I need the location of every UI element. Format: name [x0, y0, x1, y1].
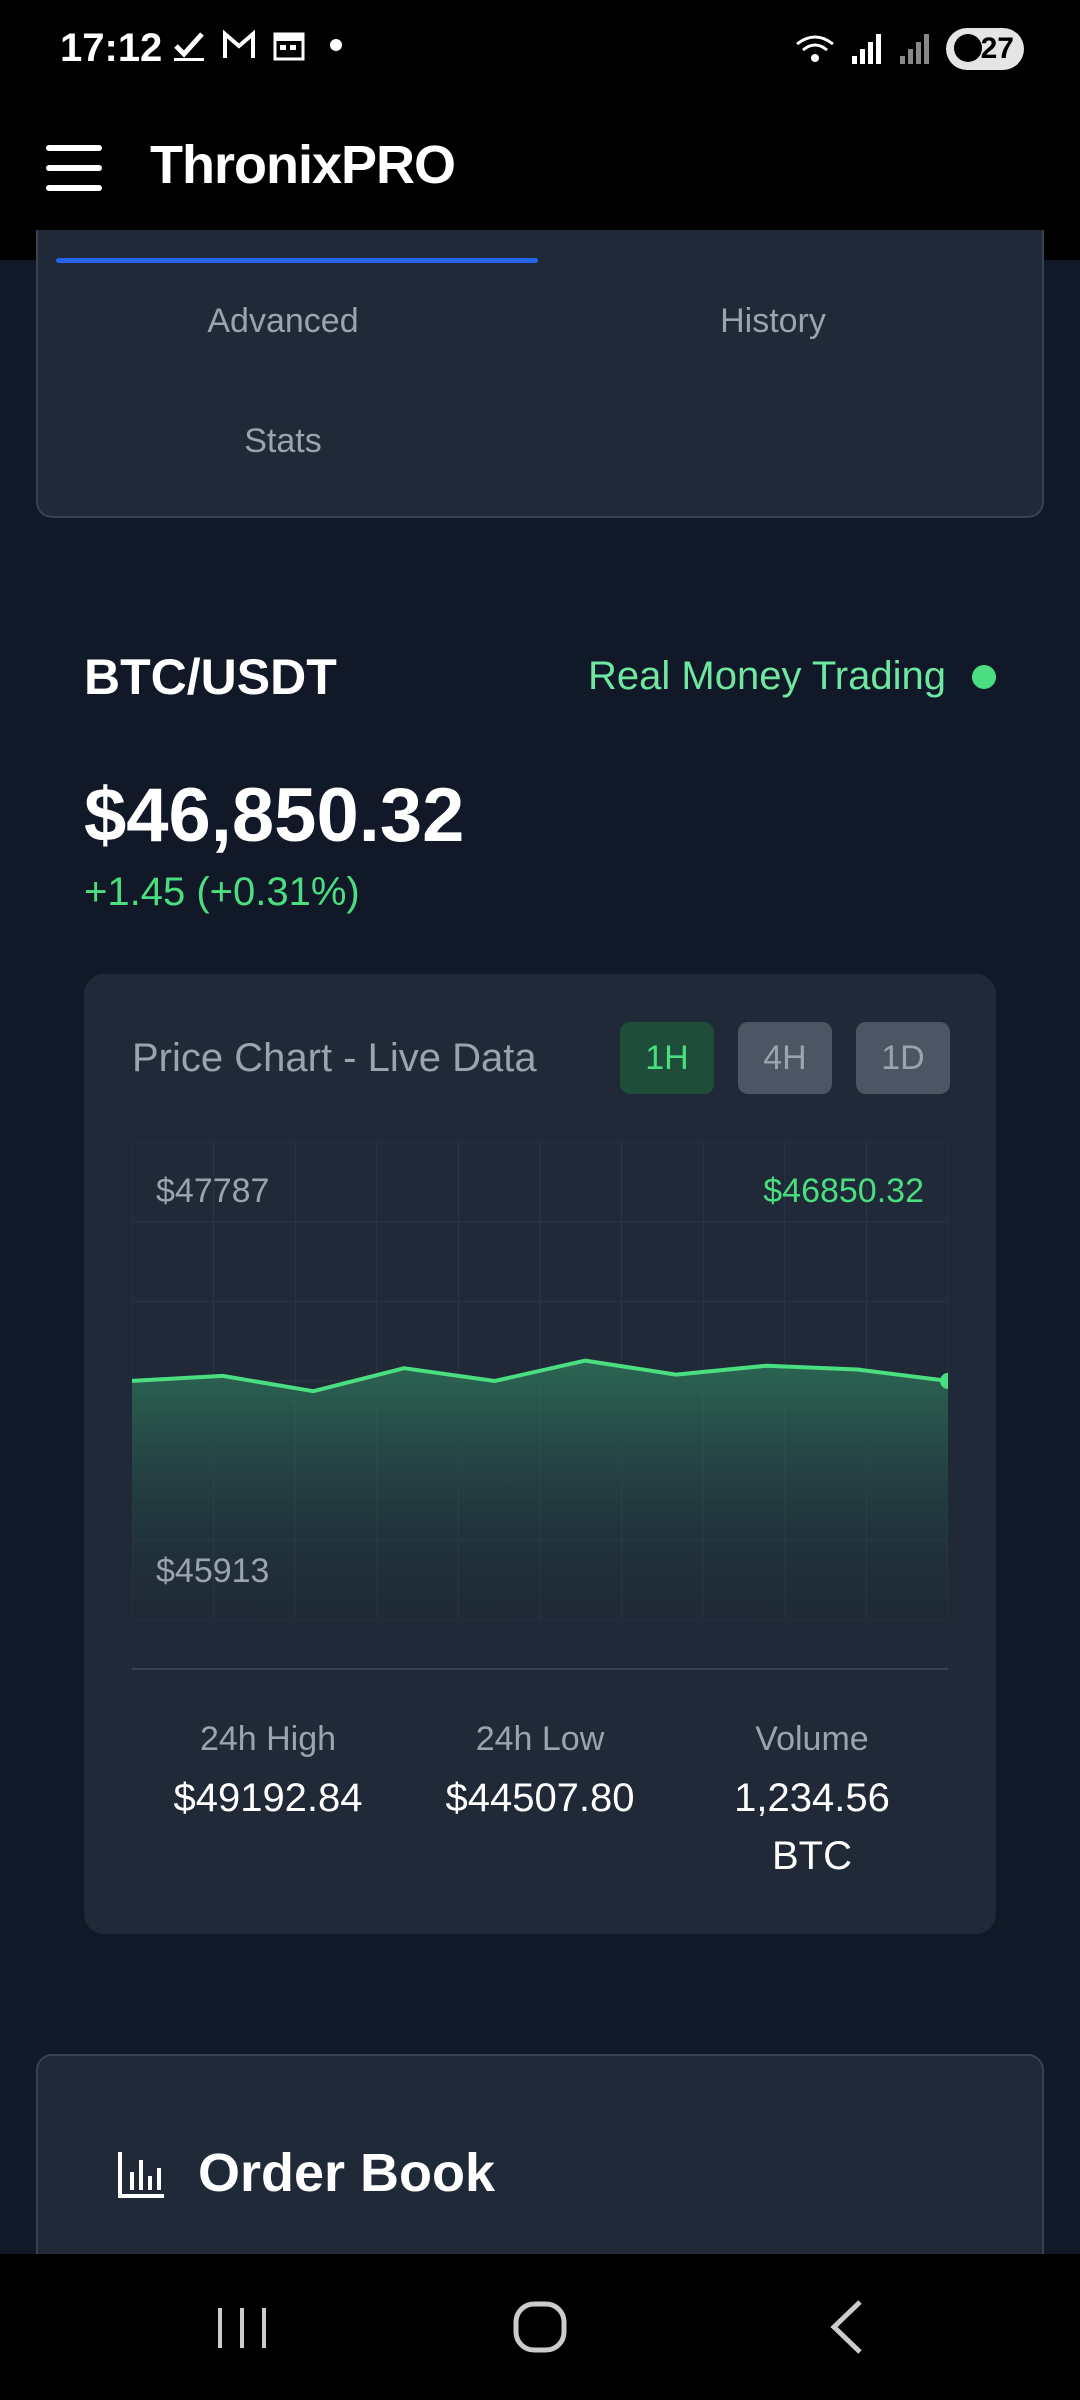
recent-apps-icon[interactable]	[202, 2294, 282, 2360]
tab-stats[interactable]: Stats	[244, 422, 322, 460]
active-tab-indicator	[56, 258, 538, 263]
stat-volume: Volume 1,234.56 BTC	[676, 1720, 948, 1885]
stat-24h-high: 24h High $49192.84	[132, 1720, 404, 1827]
tab-advanced[interactable]: Advanced	[207, 302, 359, 340]
price-points	[940, 1372, 948, 1389]
stat-low-label: 24h Low	[475, 1720, 605, 1758]
notification-icons	[172, 28, 342, 62]
check-icon	[174, 32, 204, 61]
charging-icon	[954, 34, 982, 62]
trading-mode: Real Money Trading	[588, 654, 996, 699]
stat-low-value: $44507.80	[445, 1776, 635, 1820]
back-icon[interactable]	[806, 2294, 886, 2360]
timeframe-1d-button[interactable]: 1D	[856, 1022, 950, 1094]
system-icons: 27	[794, 28, 1024, 70]
timeframe-1h-button[interactable]: 1H	[620, 1022, 714, 1094]
y-axis-min-label: $45913	[156, 1552, 270, 1590]
order-book-title: Order Book	[198, 2143, 496, 2203]
calendar-icon	[273, 32, 305, 61]
stat-high-value: $49192.84	[173, 1776, 363, 1820]
stat-24h-low: 24h Low $44507.80	[404, 1720, 676, 1827]
price-line	[132, 1358, 948, 1394]
timeframe-4h-button[interactable]: 4H	[738, 1022, 832, 1094]
status-bar: 17:12 27	[0, 0, 1080, 100]
price-change: +1.45 (+0.31%)	[84, 870, 360, 914]
price-chart	[132, 1142, 948, 1620]
navigation-bar	[0, 2254, 1080, 2400]
live-status-dot	[972, 664, 996, 689]
gmail-icon	[223, 29, 255, 58]
current-price-label: $46850.32	[763, 1172, 924, 1210]
chart-title: Price Chart - Live Data	[132, 1036, 537, 1080]
home-icon[interactable]	[500, 2294, 580, 2360]
y-axis-max-label: $47787	[156, 1172, 270, 1210]
divider	[132, 1668, 948, 1670]
stat-high-label: 24h High	[199, 1720, 337, 1758]
app-title: ThronixPRO	[150, 135, 456, 195]
battery-icon: 27	[946, 28, 1024, 70]
status-time: 17:12	[60, 26, 163, 70]
signal-icon	[852, 34, 881, 64]
tab-history[interactable]: History	[720, 302, 826, 340]
battery-level: 27	[980, 32, 1014, 65]
signal-weak-icon	[900, 34, 929, 64]
current-price-point	[940, 1372, 948, 1389]
notification-dot	[330, 39, 342, 51]
menu-button[interactable]	[46, 145, 102, 191]
chart-area[interactable]: $47787 $45913 $46850.32	[132, 1142, 948, 1620]
tabs-card: Advanced History Stats	[36, 230, 1044, 518]
wifi-icon	[796, 35, 834, 62]
price-chart-card: Price Chart - Live Data 1H 4H 1D $47787 …	[84, 974, 996, 1934]
bar-chart-icon	[118, 2152, 164, 2198]
price-area	[132, 1360, 948, 1620]
stat-volume-label: Volume	[755, 1720, 869, 1758]
menu-icon	[46, 145, 102, 151]
current-price: $46,850.32	[84, 773, 465, 858]
trading-mode-label: Real Money Trading	[588, 654, 946, 698]
stat-volume-value: 1,234.56 BTC	[734, 1776, 890, 1878]
trading-pair: BTC/USDT	[84, 649, 337, 705]
